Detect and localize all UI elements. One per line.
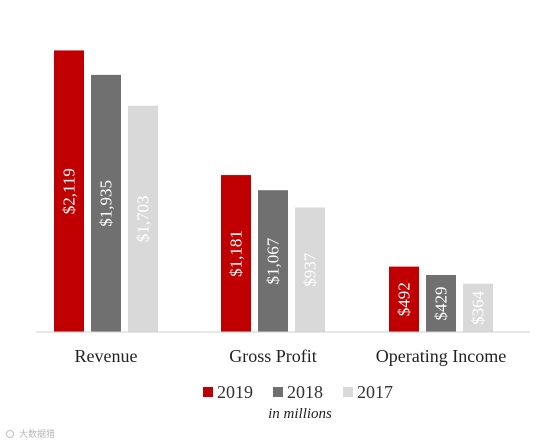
legend-label-2018: 2018 [287,382,323,402]
bar-operating-income-2018 [426,274,456,332]
bar-gross-profit-2017 [295,207,325,332]
data-label-revenue-2018: $1,935 [97,180,116,227]
category-labels: Revenue Gross Profit Operating Income [75,346,507,366]
bar-revenue-2019 [54,50,84,332]
data-label-gross-profit-2017: $937 [301,252,320,287]
data-label-gross-profit-2018: $1,067 [264,237,283,284]
category-label-operating-income: Operating Income [376,346,506,366]
bar-operating-income-2017 [463,283,493,332]
bar-revenue-2018 [91,74,121,333]
legend-swatch-2018 [273,387,283,397]
category-label-gross-profit: Gross Profit [229,346,317,366]
data-label-revenue-2017: $1,703 [134,195,153,242]
watermark-logo-icon [6,430,14,438]
data-label-gross-profit-2019: $1,181 [227,230,246,277]
bar-operating-income-2019 [389,266,419,332]
legend-label-2019: 2019 [217,382,253,402]
watermark-text: 大数据猎 [19,428,55,439]
data-label-revenue-2019: $2,119 [60,168,79,214]
legend-swatch-2019 [203,387,213,397]
category-label-revenue: Revenue [75,346,138,366]
bar-revenue-2017 [128,105,158,333]
legend: 2019 2018 2017 [203,382,393,402]
legend-label-2017: 2017 [357,382,393,402]
data-label-operating-income-2017: $364 [469,290,488,325]
bars-group: $2,119 $1,935 $1,703 $1,181 $1,067 $937 $492 $4… [54,50,493,333]
legend-swatch-2017 [343,387,353,397]
bar-gross-profit-2018 [258,190,288,332]
units-note: in millions [268,406,332,422]
watermark: 大数据猎 [6,428,55,439]
bar-gross-profit-2019 [221,175,251,332]
data-label-operating-income-2019: $492 [395,282,414,316]
data-label-operating-income-2018: $429 [432,286,451,320]
